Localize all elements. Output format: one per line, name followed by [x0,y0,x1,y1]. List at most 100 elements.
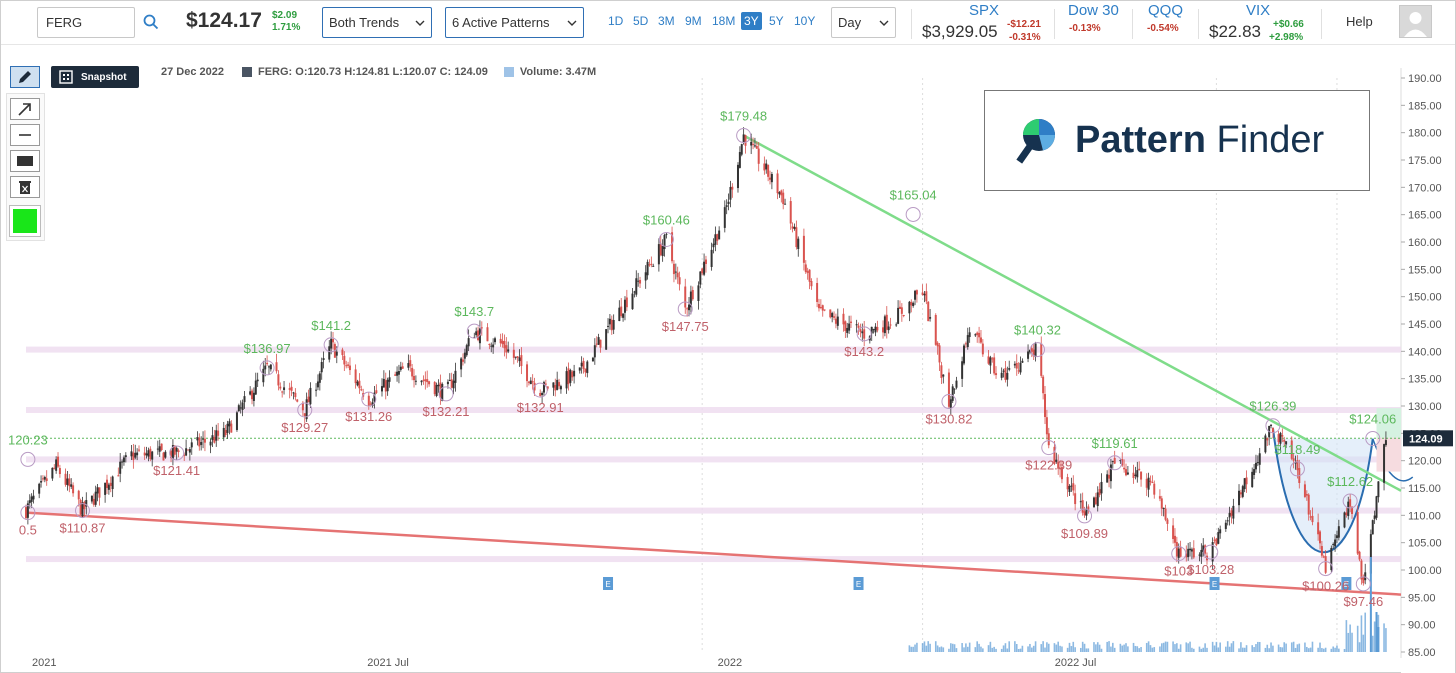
candle-body [1008,368,1011,370]
range-5y[interactable]: 5Y [769,14,784,28]
interval-select[interactable]: Day [831,7,896,38]
y-tick-label: 160.00 [1408,237,1442,249]
candle-body [584,368,587,373]
earnings-marker[interactable] [853,577,864,590]
candle-body [897,307,900,324]
candle-body [185,448,188,456]
index-vix-name[interactable]: VIX [1246,2,1271,19]
index-dow-name[interactable]: Dow 30 [1068,2,1119,19]
candle-body [186,449,189,451]
pivot-low-label: $100.26 [1302,579,1349,594]
volume-bar [1055,644,1058,652]
candle-body [1345,512,1348,516]
range-5d[interactable]: 5D [633,14,649,28]
candle-body [750,141,753,146]
volume-bar [991,647,994,652]
earnings-marker[interactable] [603,577,614,590]
candle-body [1177,548,1180,558]
volume-bar [968,642,971,652]
candle-body [857,325,860,328]
candle-body [1356,511,1359,554]
volume-bar [1108,641,1110,652]
index-spx-name[interactable]: SPX [969,2,1000,19]
candle-body [79,500,82,515]
candle-body [241,402,244,410]
candle-body [486,327,489,342]
candle-body [1015,362,1018,369]
earnings-marker-label: E [605,580,610,589]
candle-body [595,343,598,345]
volume-bar [1230,643,1233,652]
earnings-marker[interactable] [1209,577,1220,590]
pivot-circle [1365,430,1381,446]
candle-body [1040,343,1043,376]
candle-body [1270,424,1273,426]
avatar[interactable] [1399,5,1432,38]
pivot-low-label: $97.46 [1343,594,1383,609]
volume-bar [987,645,990,652]
draw-color-swatch[interactable] [9,205,41,237]
candle-body [1290,440,1293,459]
range-10y[interactable]: 10Y [794,14,816,28]
logo-text: Pattern Finder [1075,119,1324,162]
volume-bar [1298,643,1301,652]
candle-body [1377,481,1380,498]
candle-body [32,495,35,500]
delete-tool-button[interactable] [10,176,40,198]
range-3y[interactable]: 3Y [741,12,762,30]
candle-body [1113,457,1116,464]
volume-bar [1096,642,1099,652]
candle-body [885,314,888,330]
range-18m[interactable]: 18M [712,14,736,28]
help-link[interactable]: Help [1346,14,1373,29]
candle-body [492,344,495,348]
candle-body [710,249,713,267]
candle-body [605,329,608,350]
candle-body [1296,460,1299,471]
pivot-low-label: $129.27 [281,420,328,435]
earnings-marker[interactable] [1341,577,1352,590]
candle-body [111,476,114,490]
range-1d[interactable]: 1D [608,14,624,28]
search-icon[interactable] [143,14,159,30]
candle-body [1017,370,1020,372]
price-chart[interactable]: 190.00 185.00 180.00 175.00 170.00 165.00 160.… [1,45,1455,673]
trend-select[interactable]: Both Trends [322,7,432,38]
index-qqq-name[interactable]: QQQ [1148,2,1184,19]
range-9m[interactable]: 9M [685,14,702,28]
arrow-tool-button[interactable] [10,98,40,120]
candle-body [964,343,967,345]
volume-bar [1123,644,1125,652]
pattern-select[interactable]: 6 Active Patterns [445,7,584,38]
info-volume: Volume: 3.47M [519,66,597,78]
candle-body [821,305,824,311]
draw-pencil-button[interactable] [10,66,40,88]
volume-bar [1219,642,1221,652]
rectangle-tool-button[interactable] [10,150,40,172]
candle-body [729,186,732,200]
candle-body [527,381,530,383]
candle-body [134,452,137,458]
candle-body [164,451,167,458]
line-tool-button[interactable] [10,124,40,146]
candle-body [895,324,898,326]
range-3m[interactable]: 3M [658,14,675,28]
volume-spike [1377,627,1380,652]
candle-body [1232,505,1235,519]
candle-body [689,291,692,308]
candle-body [763,163,766,171]
snapshot-button[interactable]: Snapshot [51,66,139,88]
candle-body [910,301,913,306]
ticker-input[interactable] [37,7,135,38]
volume-spike [1369,557,1372,652]
y-tick-label: 170.00 [1408,182,1442,194]
candle-body [85,500,88,507]
candle-body [1292,458,1295,461]
candle-body [475,331,478,336]
candle-body [1317,522,1320,535]
chevron-down-icon [415,20,425,26]
candle-body [1021,360,1024,363]
volume-bar [1087,648,1090,652]
candle-body [1271,427,1274,433]
candle-body [277,374,280,386]
